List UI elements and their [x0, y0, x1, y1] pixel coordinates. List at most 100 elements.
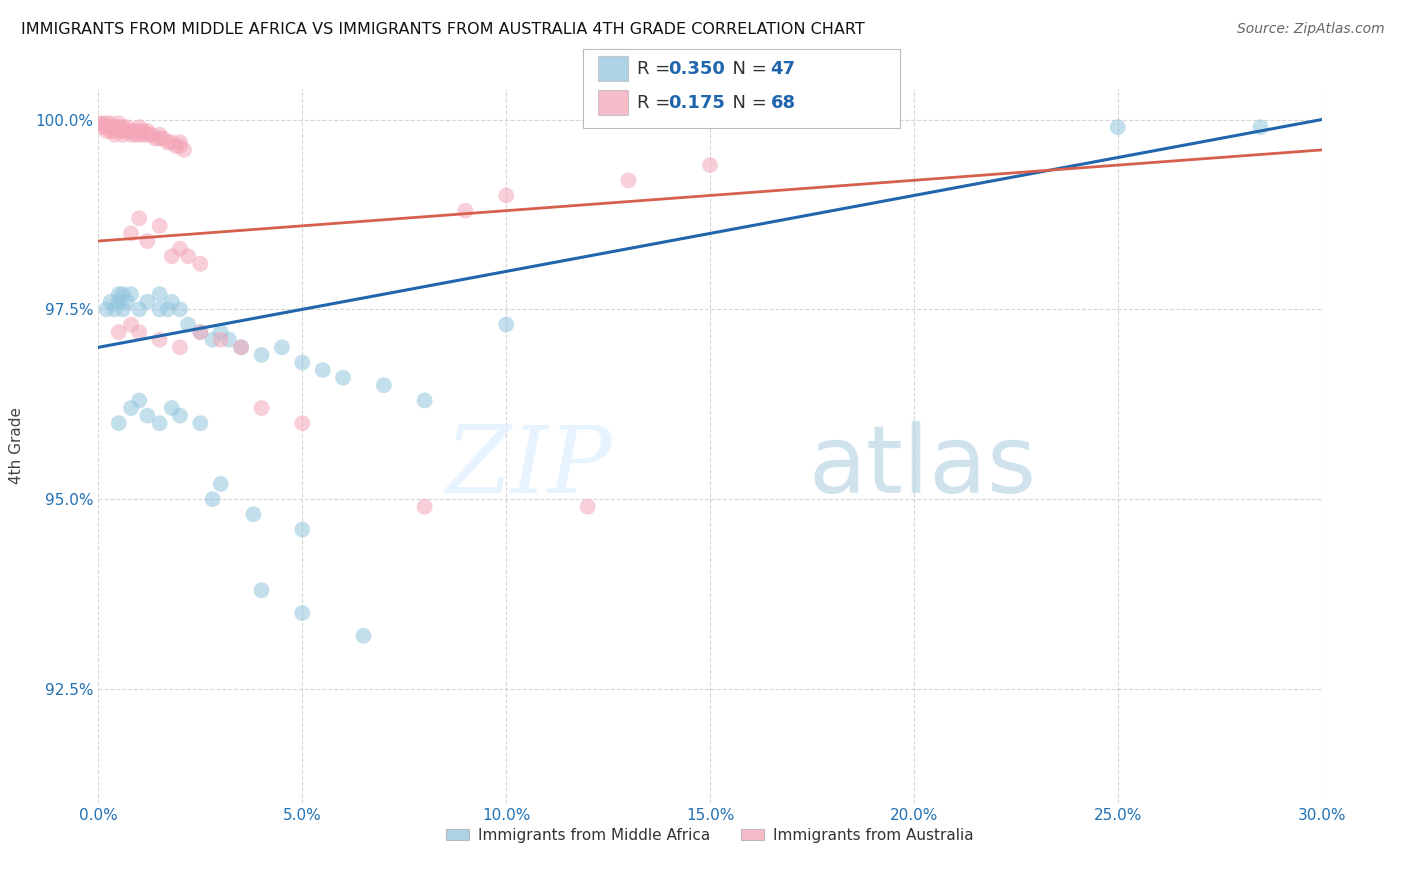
Point [169, 409, 191, 423]
Point [177, 249, 200, 263]
Point [160, 294, 183, 309]
Point [495, 188, 517, 202]
Point [108, 116, 131, 130]
Point [96, 302, 118, 317]
Point [165, 139, 187, 153]
Point [173, 143, 195, 157]
Text: 0.350: 0.350 [668, 60, 724, 78]
Point [413, 393, 436, 408]
Point [156, 136, 179, 150]
Point [699, 158, 721, 172]
Point [124, 128, 146, 142]
Point [231, 340, 253, 354]
Point [149, 128, 172, 142]
Point [188, 325, 212, 339]
Point [177, 318, 200, 332]
Point [1249, 120, 1271, 135]
Point [373, 378, 395, 392]
Point [312, 363, 335, 377]
Point [108, 294, 131, 309]
Point [136, 128, 159, 142]
Point [108, 120, 131, 135]
Point [108, 416, 131, 430]
Point [160, 401, 183, 415]
Point [108, 325, 131, 339]
Point [169, 340, 191, 354]
Point [201, 333, 224, 347]
Text: N =: N = [721, 60, 773, 78]
Point [120, 287, 142, 301]
Point [136, 124, 159, 138]
Point [100, 116, 122, 130]
Point [1107, 120, 1129, 135]
Point [120, 318, 142, 332]
Point [291, 416, 314, 430]
Point [115, 120, 138, 135]
Text: R =: R = [637, 60, 676, 78]
Point [270, 340, 294, 354]
Point [149, 416, 172, 430]
Point [136, 409, 159, 423]
Point [104, 128, 127, 142]
Point [136, 294, 159, 309]
Point [145, 131, 167, 145]
Point [242, 508, 264, 522]
Point [132, 128, 155, 142]
Point [149, 333, 172, 347]
Point [218, 333, 240, 347]
Point [250, 583, 273, 598]
Text: N =: N = [721, 94, 773, 112]
Point [91, 120, 114, 135]
Point [352, 629, 374, 643]
Point [231, 340, 253, 354]
Point [291, 606, 314, 620]
Point [120, 401, 142, 415]
Point [128, 124, 150, 138]
Point [291, 523, 314, 537]
Point [332, 370, 354, 384]
Text: 68: 68 [770, 94, 796, 112]
Point [188, 416, 212, 430]
Point [111, 128, 134, 142]
Point [152, 131, 174, 145]
Point [111, 120, 134, 135]
Point [149, 131, 172, 145]
Point [149, 219, 172, 233]
Point [108, 124, 131, 138]
Point [250, 348, 273, 362]
Point [96, 116, 118, 130]
Point [115, 124, 138, 138]
Point [169, 136, 191, 150]
Y-axis label: 4th Grade: 4th Grade [10, 408, 24, 484]
Text: atlas: atlas [808, 421, 1036, 514]
Point [160, 249, 183, 263]
Point [96, 120, 118, 135]
Point [169, 139, 191, 153]
Point [188, 325, 212, 339]
Point [128, 120, 150, 135]
Point [104, 124, 127, 138]
Point [201, 492, 224, 507]
Point [413, 500, 436, 514]
Point [128, 393, 150, 408]
Text: Source: ZipAtlas.com: Source: ZipAtlas.com [1237, 22, 1385, 37]
Point [188, 257, 212, 271]
Point [120, 227, 142, 241]
Point [141, 128, 163, 142]
Point [128, 302, 150, 317]
Text: R =: R = [637, 94, 682, 112]
Point [209, 477, 232, 491]
Text: 47: 47 [770, 60, 796, 78]
Point [104, 302, 127, 317]
Point [128, 211, 150, 226]
Point [454, 203, 477, 218]
Point [132, 124, 155, 138]
Point [91, 116, 114, 130]
Legend: Immigrants from Middle Africa, Immigrants from Australia: Immigrants from Middle Africa, Immigrant… [440, 822, 980, 848]
Point [100, 294, 122, 309]
Text: 0.175: 0.175 [668, 94, 724, 112]
Point [128, 128, 150, 142]
Point [115, 294, 138, 309]
Point [209, 333, 232, 347]
Point [96, 124, 118, 138]
